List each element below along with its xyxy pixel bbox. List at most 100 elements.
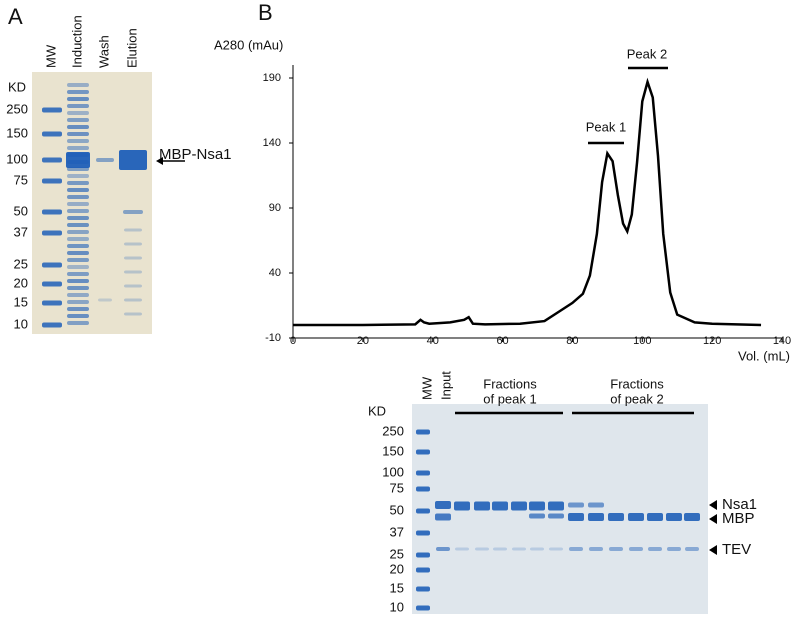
line <box>293 77 762 327</box>
gel-band <box>474 501 490 511</box>
gel-band <box>416 429 430 435</box>
y-tick-label: 140 <box>263 137 281 149</box>
gel-band <box>511 501 527 511</box>
gel-band <box>67 146 89 150</box>
gel-band <box>648 547 662 551</box>
marker-label: 37 <box>390 524 404 539</box>
kd-label: KD <box>8 79 26 94</box>
gel-band <box>685 547 699 551</box>
gel-band <box>42 209 62 215</box>
gel-band <box>67 251 89 255</box>
gel-band <box>548 501 564 511</box>
gel-band <box>67 293 89 297</box>
x-axis-label: Vol. (mL) <box>738 348 790 363</box>
gel-band <box>42 281 62 287</box>
marker-label: 10 <box>14 316 28 331</box>
y-axis-label: A280 (mAu) <box>214 37 283 52</box>
gel-band <box>568 502 584 508</box>
annotation: Peak 1 <box>586 119 626 134</box>
lane-label: MW <box>43 44 58 68</box>
gel-band <box>67 237 89 241</box>
gel-band <box>124 256 142 260</box>
gel-band <box>454 501 470 511</box>
group-label: of peak 1 <box>483 391 537 406</box>
gel-band <box>530 547 544 551</box>
gel-band <box>67 181 89 185</box>
gel-band <box>589 547 603 551</box>
gel-band <box>67 279 89 283</box>
gel-band <box>67 97 89 101</box>
marker-label: 20 <box>390 561 404 576</box>
gel-band <box>416 586 430 592</box>
lane-label: Elution <box>124 28 139 68</box>
gel-band <box>416 552 430 558</box>
arrow-label: MBP-Nsa1 <box>159 146 232 163</box>
x-tick-label: 120 <box>703 335 721 347</box>
gel-band <box>67 307 89 311</box>
gel-band <box>548 513 564 519</box>
gel-band <box>42 300 62 306</box>
gel-band <box>416 508 430 514</box>
band-label: MBP <box>722 510 755 527</box>
y-tick-label: -10 <box>265 332 281 344</box>
marker-label: 50 <box>14 203 28 218</box>
gel-band <box>67 132 89 136</box>
gel-band <box>569 547 583 551</box>
gel-band <box>42 178 62 184</box>
marker-label: 100 <box>6 151 28 166</box>
gel-band <box>66 152 90 168</box>
marker-label: 100 <box>382 464 404 479</box>
gel-band <box>124 228 142 232</box>
gel-band <box>67 118 89 122</box>
marker-label: 150 <box>6 125 28 140</box>
kd-label: KD <box>368 403 386 418</box>
x-tick-label: 100 <box>633 335 651 347</box>
x-tick-label: 80 <box>566 335 578 347</box>
gel-band <box>67 104 89 108</box>
x-tick-label: 140 <box>773 335 791 347</box>
marker-label: 37 <box>14 224 28 239</box>
gel-band <box>67 83 89 87</box>
gel-band <box>124 298 142 302</box>
band-arrow <box>709 514 717 524</box>
gel-band <box>455 547 469 551</box>
group-label: Fractions <box>483 376 537 391</box>
gel-band <box>124 312 142 316</box>
gel-band <box>67 265 89 269</box>
lane-label: Induction <box>69 15 84 68</box>
gel-band <box>119 150 147 170</box>
gel-band <box>42 322 62 328</box>
panel-label: A <box>8 4 23 29</box>
gel-band <box>96 158 114 162</box>
marker-label: 250 <box>6 101 28 116</box>
marker-label: 20 <box>14 275 28 290</box>
gel-band <box>42 262 62 268</box>
gel-band <box>67 188 89 192</box>
gel-band <box>629 547 643 551</box>
gel-band <box>98 298 112 302</box>
gel-band <box>529 501 545 511</box>
gel-band <box>588 502 604 508</box>
gel-band <box>628 513 644 521</box>
gel-band <box>435 513 451 521</box>
gel-band <box>67 195 89 199</box>
gel-band <box>647 513 663 521</box>
marker-label: 75 <box>14 172 28 187</box>
gel-band <box>435 501 451 509</box>
gel-band <box>67 139 89 143</box>
marker-label: 75 <box>390 480 404 495</box>
gel-band <box>568 513 584 521</box>
gel-band <box>436 547 450 551</box>
marker-label: 15 <box>390 580 404 595</box>
gel-band <box>123 210 143 214</box>
x-tick-label: 20 <box>357 335 369 347</box>
gel-band <box>42 230 62 236</box>
gel-band <box>67 90 89 94</box>
marker-label: 250 <box>382 423 404 438</box>
gel-band <box>529 513 545 519</box>
gel-band <box>416 486 430 492</box>
gel-band <box>492 501 508 511</box>
lane-label: Wash <box>96 35 111 68</box>
x-tick-label: 60 <box>496 335 508 347</box>
gel-band <box>609 547 623 551</box>
